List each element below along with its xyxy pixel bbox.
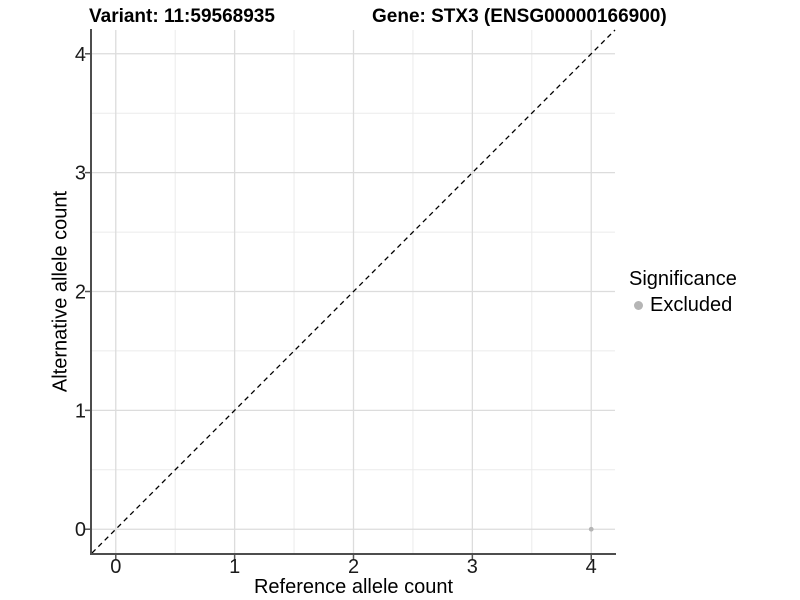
legend-item-excluded: Excluded <box>629 294 737 317</box>
x-tick-label: 4 <box>586 556 597 578</box>
excluded-point-icon <box>633 301 643 310</box>
y-tick-label: 1 <box>75 400 86 422</box>
identity-line <box>91 29 616 554</box>
y-axis-title: Alternative allele count <box>49 190 72 393</box>
x-tick-label: 1 <box>229 556 240 578</box>
plot-title-variant: Variant: 11:59568935 <box>89 6 275 27</box>
x-tick-label: 0 <box>110 556 121 578</box>
y-tick-label: 4 <box>75 44 86 66</box>
legend-title: Significance <box>629 268 737 290</box>
y-tick-label: 0 <box>75 519 86 541</box>
y-tick-label: 2 <box>75 282 86 304</box>
plot-title-gene: Gene: STX3 (ENSG00000166900) <box>372 6 667 27</box>
legend-item-label: Excluded <box>650 294 733 316</box>
y-tick-label: 3 <box>75 163 86 185</box>
x-tick-label: 3 <box>467 556 478 578</box>
legend: Significance Excluded <box>629 268 737 317</box>
x-tick-label: 2 <box>348 556 359 578</box>
legend-key <box>629 297 647 315</box>
data-point-excluded <box>588 526 594 532</box>
x-axis-title: Reference allele count <box>253 576 453 598</box>
